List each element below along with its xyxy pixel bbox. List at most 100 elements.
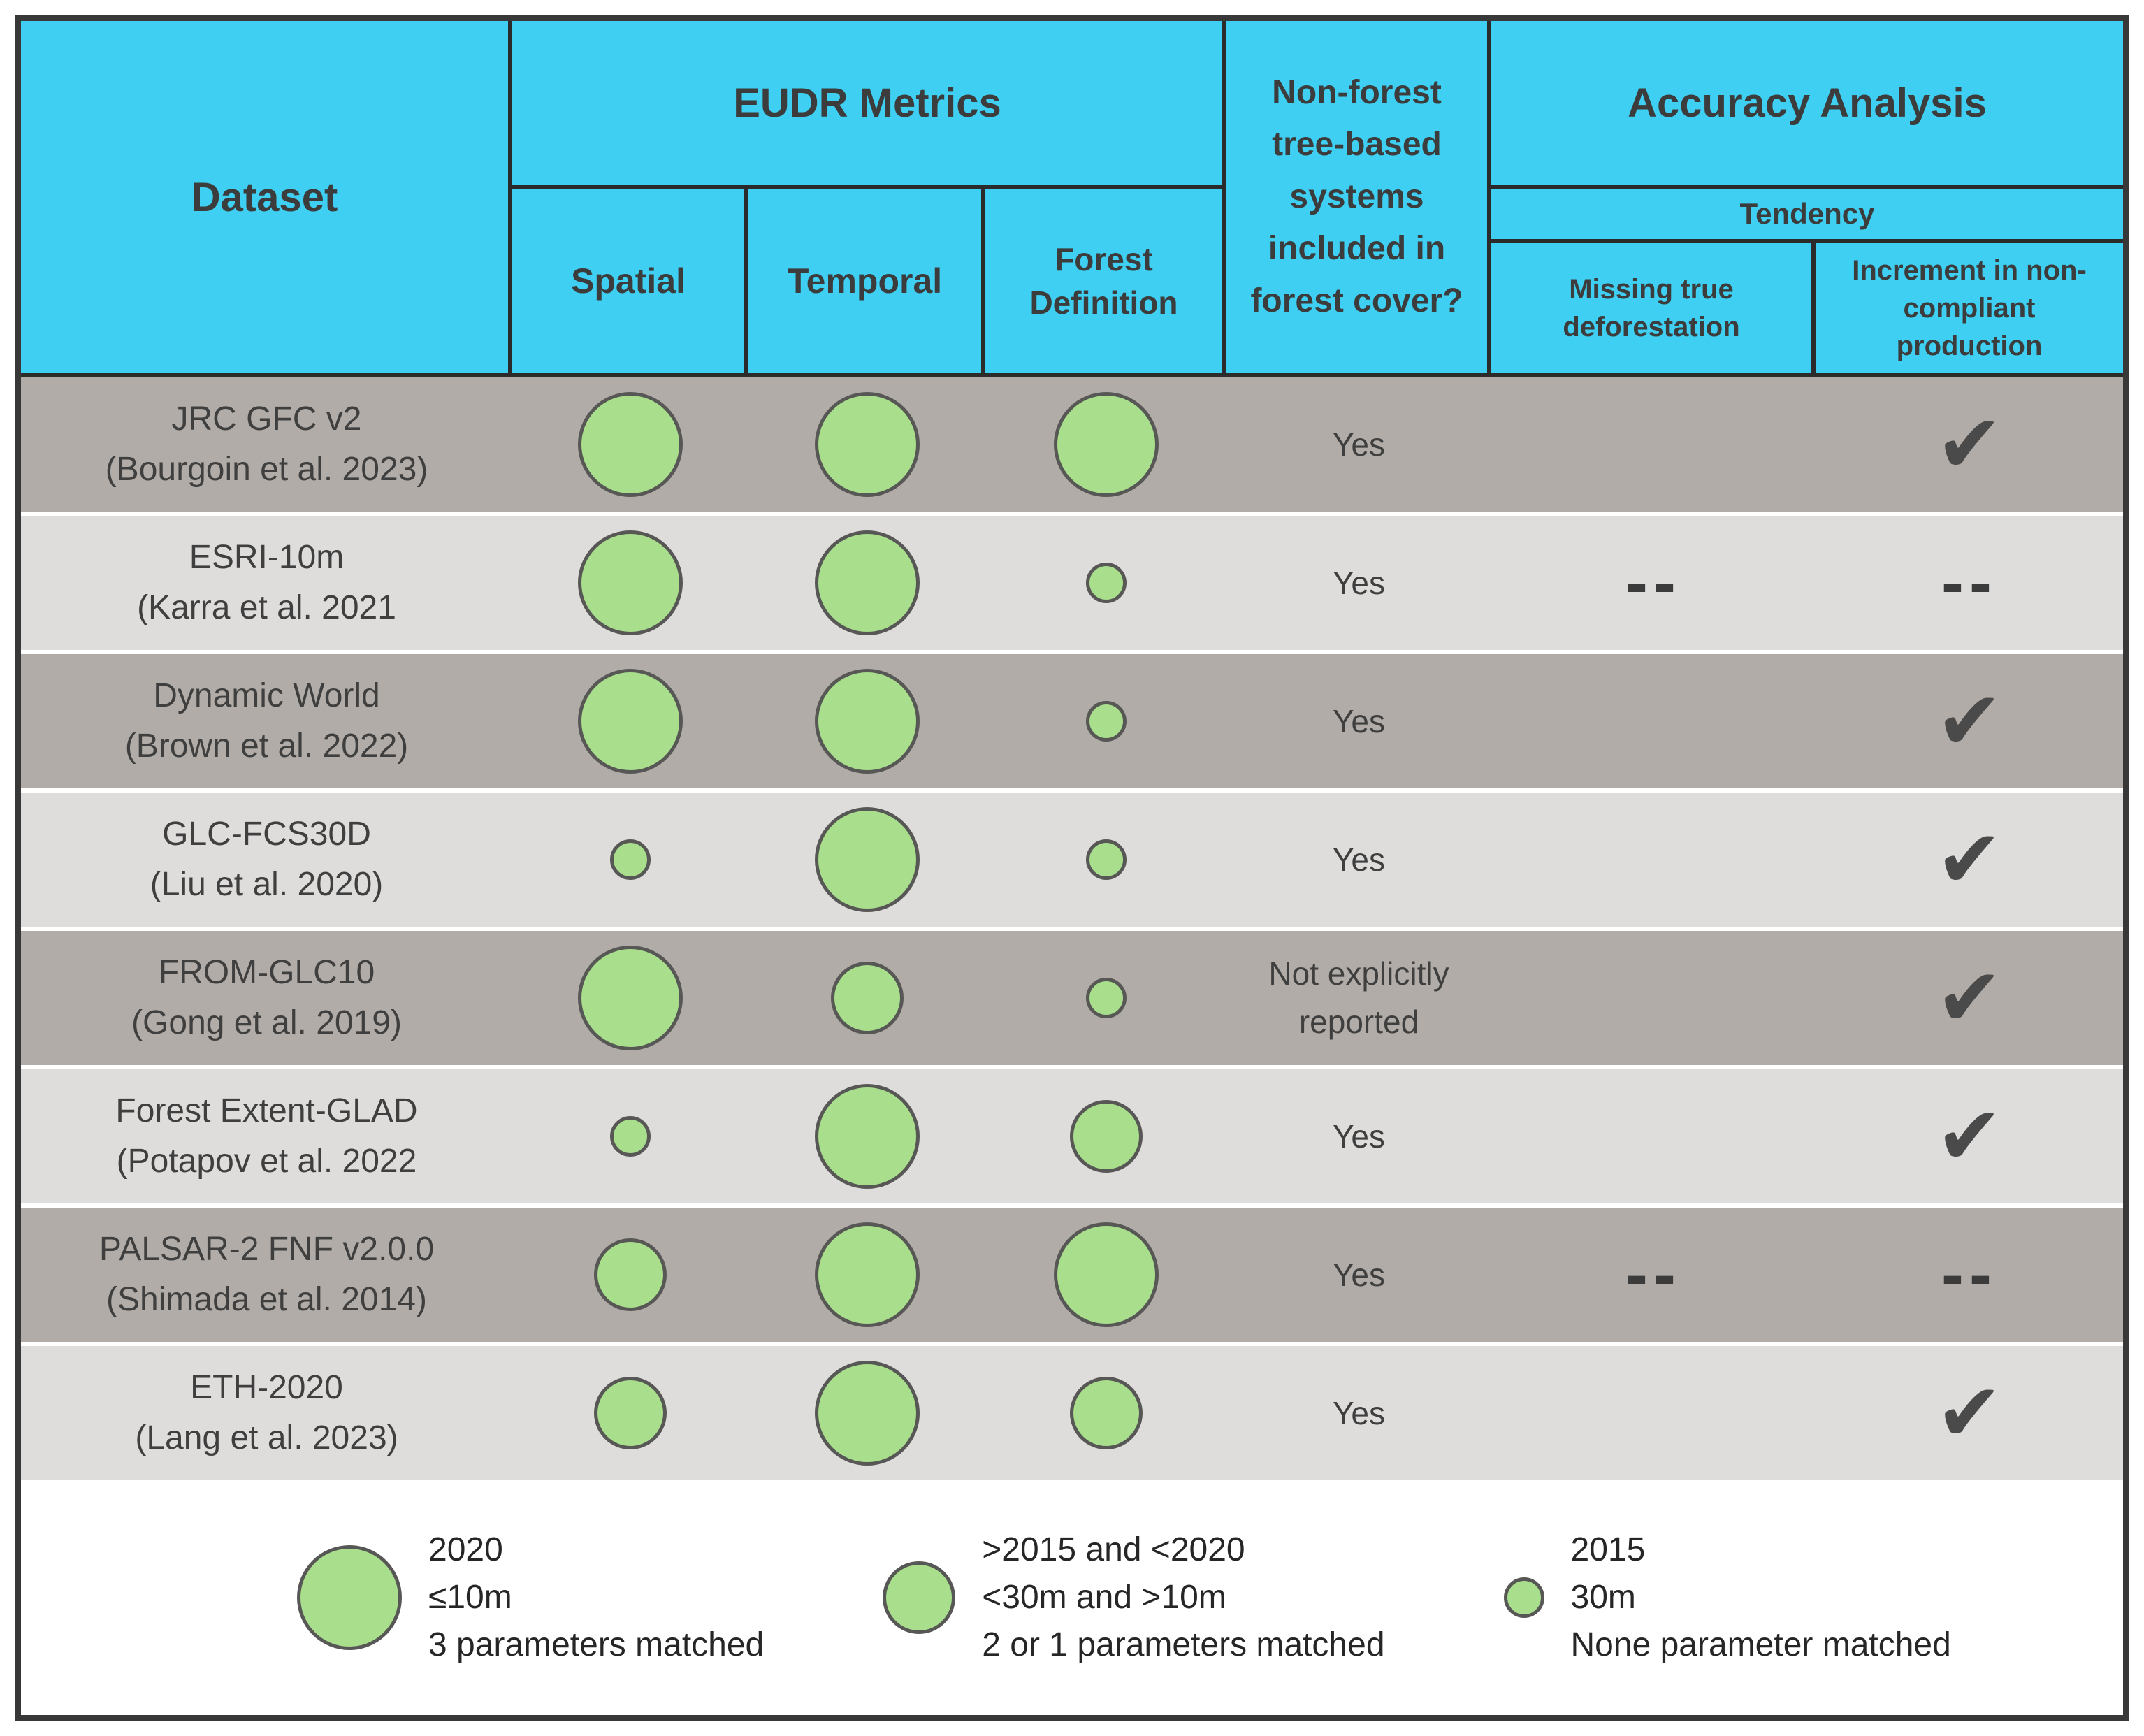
group-header-tendency: Tendency — [1491, 189, 2123, 243]
column-header-missing-true-deforestation: Missing true deforestation — [1491, 243, 1816, 373]
legend-small-circle-icon — [1503, 1577, 1544, 1618]
forest-definition-cell — [985, 654, 1226, 788]
column-header-increment-non-compliant: Increment in non-compliant production — [1816, 243, 2123, 373]
dataset-citation: (Brown et al. 2022) — [124, 728, 409, 765]
non-forest-cell: Yes — [1226, 793, 1491, 927]
column-header-spatial-label: Spatial — [571, 261, 686, 301]
increment-production-cell — [1816, 516, 2123, 650]
column-header-dataset: Dataset — [21, 21, 512, 373]
column-header-temporal: Temporal — [748, 189, 985, 373]
dataset-citation: (Potapov et al. 2022 — [116, 1143, 417, 1180]
dataset-name: GLC-FCS30D — [162, 816, 371, 853]
legend-year: 2020 — [428, 1531, 503, 1568]
dataset-label-cell: ESRI-10m (Karra et al. 2021 — [21, 516, 512, 650]
non-forest-value: Yes — [1332, 564, 1386, 601]
non-forest-cell: Not explicitly reported — [1226, 931, 1491, 1065]
spatial-cell — [512, 516, 748, 650]
dataset-label-cell: ETH-2020 (Lang et al. 2023) — [21, 1346, 512, 1480]
temporal-cell — [748, 1208, 985, 1342]
temporal-cell — [748, 377, 985, 512]
dataset-name: ETH-2020 — [190, 1369, 343, 1406]
increment-production-cell — [1816, 1069, 2123, 1203]
legend-text-block: 2015 30m None parameter matched — [1571, 1526, 1951, 1669]
temporal-match-circle-icon — [814, 530, 920, 635]
non-forest-cell: Yes — [1226, 1346, 1491, 1480]
increment-production-cell — [1816, 931, 2123, 1065]
increment-production-cell — [1816, 654, 2123, 788]
legend-resolution: ≤10m — [428, 1578, 512, 1616]
increment-value-icon — [1936, 1373, 2003, 1454]
spatial-cell — [512, 654, 748, 788]
increment-value-icon — [1936, 820, 2003, 900]
non-forest-cell: Yes — [1226, 516, 1491, 650]
table-body: JRC GFC v2 (Bourgoin et al. 2023) Yes ES… — [21, 377, 2123, 1480]
group-header-accuracy-analysis: Accuracy Analysis — [1491, 21, 2123, 189]
dataset-label-cell: JRC GFC v2 (Bourgoin et al. 2023) — [21, 377, 512, 512]
temporal-match-circle-icon — [814, 1222, 920, 1327]
forest-definition-match-circle-icon — [1053, 392, 1159, 497]
missing-deforestation-cell — [1491, 1208, 1816, 1342]
spatial-cell — [512, 1346, 748, 1480]
column-header-non-forest-systems: Non-forest tree-based systems included i… — [1226, 21, 1491, 373]
non-forest-value: Yes — [1332, 1394, 1386, 1431]
forest-definition-match-circle-icon — [1085, 839, 1127, 880]
forest-definition-cell — [985, 793, 1226, 927]
temporal-match-circle-icon — [814, 392, 920, 497]
forest-definition-match-circle-icon — [1069, 1100, 1143, 1173]
increment-value-icon — [1936, 1097, 2003, 1177]
table-row: Forest Extent-GLAD (Potapov et al. 2022 … — [21, 1069, 2123, 1203]
dataset-citation: (Gong et al. 2019) — [131, 1004, 402, 1041]
dataset-label-cell: PALSAR-2 FNF v2.0.0 (Shimada et al. 2014… — [21, 1208, 512, 1342]
dataset-citation: (Karra et al. 2021 — [137, 589, 396, 626]
spatial-cell — [512, 1069, 748, 1203]
forest-definition-cell — [985, 377, 1226, 512]
legend-resolution: 30m — [1570, 1578, 1636, 1616]
legend-resolution: <30m and >10m — [982, 1578, 1226, 1616]
non-forest-value: Yes — [1332, 426, 1386, 463]
forest-definition-match-circle-icon — [1069, 1377, 1143, 1449]
non-forest-value: Yes — [1332, 702, 1386, 739]
dataset-name: FROM-GLC10 — [158, 954, 375, 991]
table-row: ETH-2020 (Lang et al. 2023) Yes — [21, 1346, 2123, 1480]
dataset-label-cell: Dynamic World (Brown et al. 2022) — [21, 654, 512, 788]
spatial-cell — [512, 1208, 748, 1342]
column-header-missing-label: Missing true deforestation — [1563, 274, 1740, 342]
dataset-citation: (Liu et al. 2020) — [150, 866, 384, 903]
missing-deforestation-cell — [1491, 793, 1816, 927]
forest-definition-match-circle-icon — [1085, 563, 1127, 603]
forest-definition-cell — [985, 1346, 1226, 1480]
legend-params: None parameter matched — [1570, 1626, 1951, 1664]
increment-value-icon — [1936, 681, 2003, 762]
dataset-name: ESRI-10m — [189, 539, 345, 576]
table-row: GLC-FCS30D (Liu et al. 2020) Yes — [21, 793, 2123, 927]
legend-year: >2015 and <2020 — [982, 1531, 1245, 1568]
table-row: ESRI-10m (Karra et al. 2021 Yes — [21, 516, 2123, 650]
dataset-name: PALSAR-2 FNF v2.0.0 — [99, 1231, 435, 1268]
missing-deforestation-cell — [1491, 377, 1816, 512]
spatial-cell — [512, 793, 748, 927]
spatial-match-circle-icon — [578, 946, 683, 1050]
non-forest-cell: Yes — [1226, 377, 1491, 512]
non-forest-value: Not explicitly reported — [1268, 955, 1449, 1040]
column-header-non-forest-systems-label: Non-forest tree-based systems included i… — [1250, 74, 1463, 319]
dataset-label-cell: Forest Extent-GLAD (Potapov et al. 2022 — [21, 1069, 512, 1203]
legend-large-circle-icon — [297, 1545, 402, 1650]
non-forest-value: Yes — [1332, 1256, 1386, 1293]
column-header-increment-label: Increment in non-compliant production — [1852, 255, 2087, 361]
increment-value-icon — [1941, 1241, 1997, 1308]
dataset-label-cell: GLC-FCS30D (Liu et al. 2020) — [21, 793, 512, 927]
spatial-cell — [512, 377, 748, 512]
forest-definition-cell — [985, 1069, 1226, 1203]
spatial-match-circle-icon — [610, 839, 651, 880]
temporal-cell — [748, 516, 985, 650]
temporal-cell — [748, 931, 985, 1065]
legend-params: 2 or 1 parameters matched — [982, 1626, 1385, 1664]
legend-text-block: 2020 ≤10m 3 parameters matched — [428, 1526, 764, 1669]
temporal-cell — [748, 1069, 985, 1203]
dataset-comparison-table: Dataset EUDR Metrics Spatial Temporal Fo… — [15, 15, 2129, 1721]
non-forest-cell: Yes — [1226, 1208, 1491, 1342]
increment-production-cell — [1816, 377, 2123, 512]
temporal-match-circle-icon — [814, 807, 920, 912]
increment-value-icon — [1941, 549, 1997, 616]
forest-definition-match-circle-icon — [1053, 1222, 1159, 1327]
